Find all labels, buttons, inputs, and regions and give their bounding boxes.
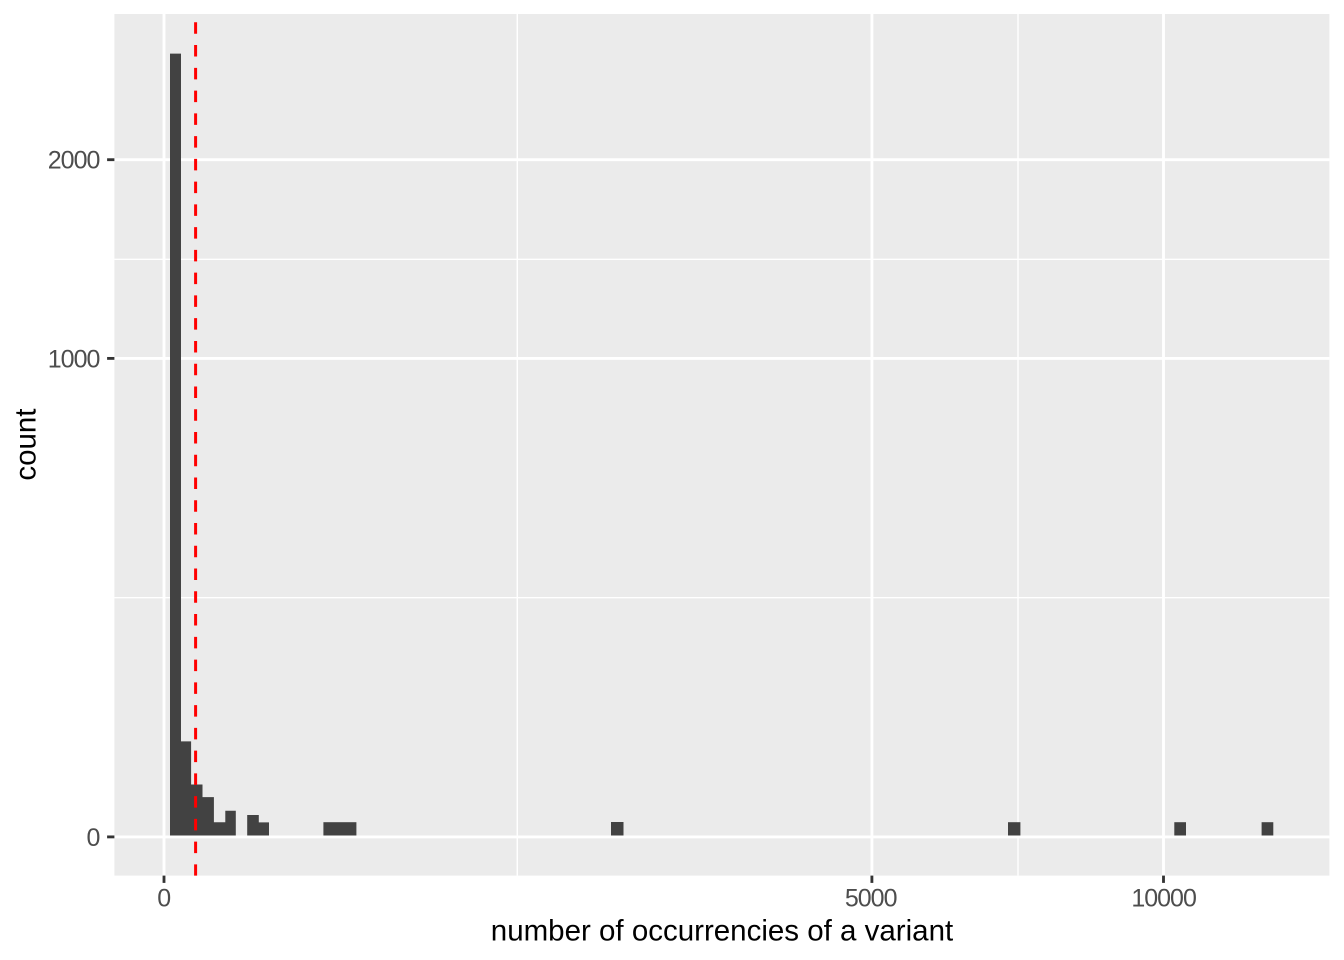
svg-text:5000: 5000 [845, 885, 897, 913]
svg-text:0: 0 [157, 885, 170, 913]
svg-text:1000: 1000 [48, 345, 100, 373]
svg-text:0: 0 [86, 824, 99, 852]
svg-text:10000: 10000 [1131, 885, 1196, 913]
svg-text:count: count [10, 409, 43, 481]
svg-text:2000: 2000 [48, 147, 100, 175]
svg-text:number of occurrencies of a va: number of occurrencies of a variant [491, 915, 953, 948]
